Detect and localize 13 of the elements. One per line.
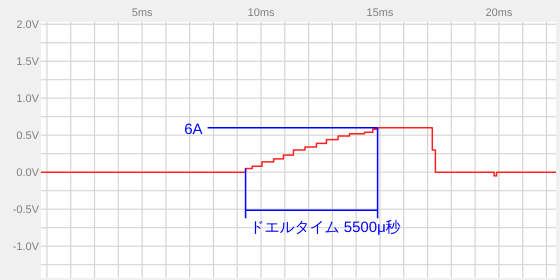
- y-tick-label: 1.5V: [16, 56, 39, 68]
- x-tick-label: 20ms: [485, 7, 512, 19]
- y-tick-label: -1.0V: [12, 241, 39, 254]
- y-tick-label: 0.0V: [16, 167, 39, 180]
- y-tick-label: 1.0V: [16, 93, 39, 106]
- x-tick-label: 5ms: [132, 7, 152, 19]
- y-tick-label: 2.0V: [16, 19, 39, 32]
- y-tick-label: 0.5V: [16, 130, 39, 142]
- annotation: ドエルタイム 5500μ秒: [250, 219, 401, 236]
- y-tick-label: -0.5V: [12, 204, 39, 216]
- x-tick-label: 10ms: [248, 7, 274, 19]
- x-tick-label: 15ms: [366, 7, 394, 19]
- annotation: 6A: [184, 120, 203, 138]
